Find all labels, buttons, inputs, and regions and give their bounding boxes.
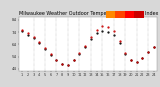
Text: Milwaukee Weather Outdoor Temperature  vs Heat Index  (24 Hours): Milwaukee Weather Outdoor Temperature vs… [19, 11, 160, 16]
